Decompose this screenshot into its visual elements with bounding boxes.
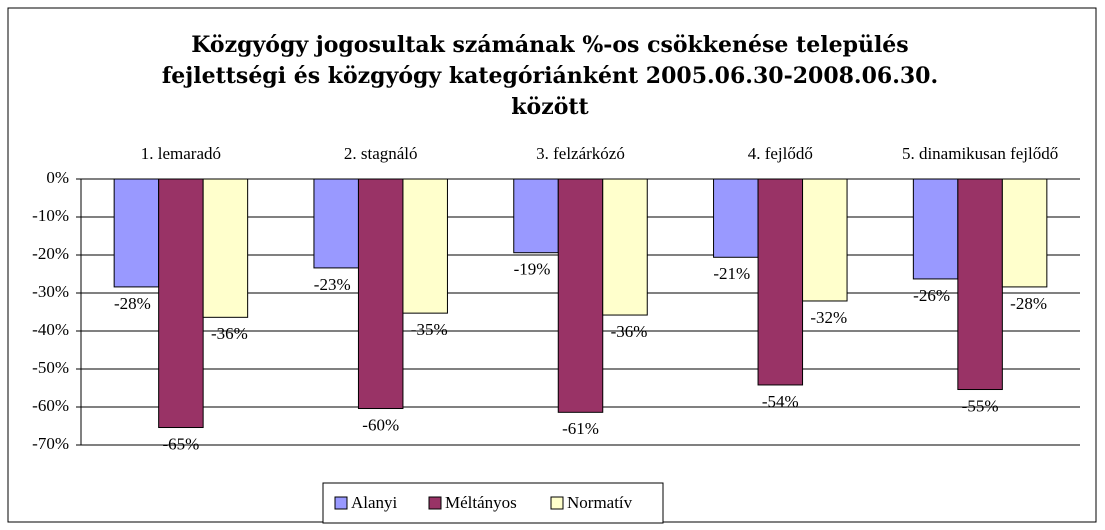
data-label: -28%: [114, 294, 151, 313]
data-label: -36%: [611, 322, 648, 341]
data-label: -61%: [562, 419, 599, 438]
bar: [113, 178, 160, 288]
data-label: -36%: [211, 324, 248, 343]
data-label: -32%: [810, 308, 847, 327]
y-tick-label: -50%: [32, 358, 69, 377]
data-label: -21%: [713, 264, 750, 283]
bar: [802, 178, 848, 302]
legend-swatch: [550, 496, 564, 510]
bar: [757, 178, 804, 386]
data-label: -23%: [314, 275, 351, 294]
legend-box: [322, 482, 664, 524]
y-tick-label: -40%: [32, 320, 69, 339]
bar: [602, 178, 648, 316]
bar: [513, 178, 559, 254]
bar: [313, 178, 359, 269]
bar: [957, 178, 1003, 391]
y-tick-label: -30%: [32, 282, 69, 301]
data-label: -65%: [162, 434, 199, 453]
legend-label: Alanyi: [351, 493, 398, 512]
y-tick-label: -60%: [32, 396, 69, 415]
category-label: 2. stagnáló: [343, 144, 418, 163]
data-label: -26%: [913, 286, 950, 305]
y-tick-label: -10%: [32, 206, 69, 225]
category-label: 4. fejlődő: [747, 144, 813, 163]
legend-swatch: [334, 496, 348, 510]
y-tick-label: 0%: [46, 168, 69, 187]
chart-title: Közgyógy jogosultak számának %-os csökke…: [161, 32, 939, 120]
bar: [202, 178, 249, 318]
y-tick-label: -70%: [32, 434, 69, 453]
category-label: 3. felzárkózó: [536, 144, 625, 163]
bar: [357, 178, 404, 410]
y-tick-label: -20%: [32, 244, 69, 263]
bar: [1001, 178, 1048, 288]
data-label: -28%: [1010, 294, 1047, 313]
legend-swatch: [428, 496, 442, 510]
bar: [402, 178, 448, 314]
data-label: -54%: [762, 392, 799, 411]
bar: [158, 178, 204, 429]
bar: [713, 178, 759, 258]
category-label: 1. lemaradó: [140, 144, 222, 163]
data-label: -55%: [962, 396, 999, 415]
legend-label: Normatív: [567, 493, 633, 512]
data-label: -19%: [514, 260, 551, 279]
data-label: -60%: [362, 415, 399, 434]
bar: [557, 178, 604, 413]
category-label: 5. dinamikusan fejlődő: [901, 144, 1059, 163]
data-label: -35%: [411, 320, 448, 339]
bar: [912, 178, 959, 280]
legend-label: Méltányos: [445, 493, 517, 512]
